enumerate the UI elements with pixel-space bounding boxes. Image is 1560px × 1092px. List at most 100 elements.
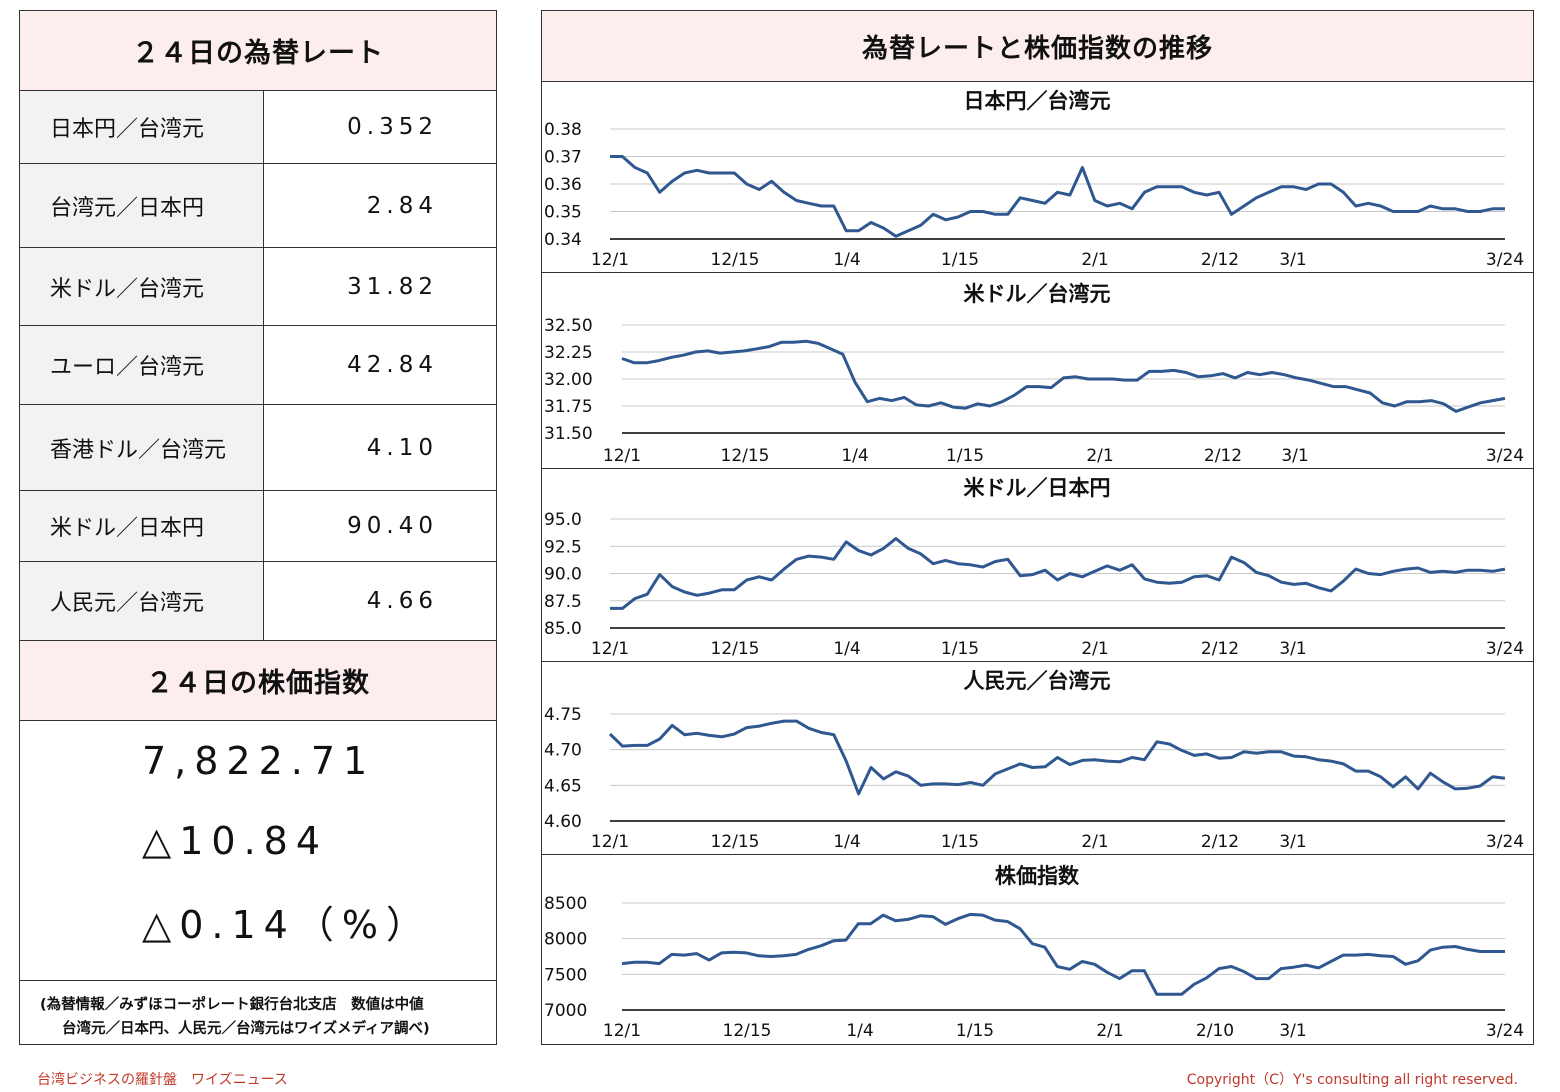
chart-stock-index: 株価指数 8500 8000 7500 7000 12/1 12/15 1/4 1/15 2/1 2… [544, 864, 1524, 1041]
x-tick-label: 12/15 [711, 250, 760, 270]
table-row: ユーロ／台湾元 42.84 [20, 326, 496, 405]
x-tick-label: 1/4 [833, 832, 860, 852]
stock-box: 7,822.71 △10.84 △0.14（%） [20, 721, 496, 981]
x-tick-label: 12/15 [721, 446, 770, 466]
x-tick-label: 3/24 [1486, 250, 1524, 270]
x-tick-label: 2/12 [1204, 446, 1242, 466]
x-tick-label: 2/1 [1081, 832, 1108, 852]
rate-label: 米ドル／日本円 [20, 491, 264, 561]
y-tick-label: 31.50 [544, 424, 593, 444]
x-tick-label: 12/1 [591, 250, 629, 270]
stock-change: △10.84 [142, 819, 329, 863]
series-line [621, 912, 1505, 996]
y-tick-label: 31.75 [544, 397, 593, 417]
chart-panel-cny-twd: 人民元／台湾元 4.75 4.70 4.65 4.60 12/1 12/15 1/4 1/15 2… [542, 662, 1533, 855]
rate-value: 31.82 [347, 273, 438, 300]
note-line: 台湾元／日本円、人民元／台湾元はワイズメディア調べ) [62, 1021, 430, 1037]
rate-label: 香港ドル／台湾元 [20, 405, 264, 490]
rate-value: 4.10 [366, 434, 438, 461]
x-tick-label: 2/12 [1201, 639, 1239, 659]
stock-index: 7,822.71 [142, 739, 376, 783]
x-tick-label: 2/10 [1196, 1021, 1234, 1041]
series-line [610, 537, 1506, 610]
series-line [608, 719, 1506, 796]
rate-value: 0.352 [347, 114, 438, 140]
rate-value: 90.40 [347, 513, 438, 539]
y-tick-label: 85.0 [544, 619, 582, 639]
chart-panel-stock: 株価指数 8500 8000 7500 7000 12/1 12/15 1/4 1/15 2/1 2… [542, 855, 1533, 1044]
y-tick-label: 8500 [544, 894, 587, 914]
x-tick-label: 1/4 [833, 250, 860, 270]
chart-title: 株価指数 [995, 864, 1080, 888]
y-tick-label: 8000 [544, 930, 587, 950]
table-row: 台湾元／日本円 2.84 [20, 164, 496, 248]
x-tick-label: 2/12 [1201, 832, 1239, 852]
table-row: 米ドル／台湾元 31.82 [20, 248, 496, 326]
y-tick-label: 4.70 [544, 741, 582, 761]
chart-usd-twd: 米ドル／台湾元 32.50 32.25 32.00 31.75 31.50 12/1 12/1… [544, 282, 1524, 466]
note-line: (為替情報／みずほコーポレート銀行台北支店 数値は中値 [40, 997, 424, 1013]
x-tick-label: 1/15 [946, 446, 984, 466]
chart-panel-jpy-twd: 日本円／台湾元 0.38 0.37 0.36 0.35 0.34 12/1 12/15 1/4 1… [542, 82, 1533, 273]
chart-title: 人民元／台湾元 [964, 669, 1111, 693]
chart-usd-jpy: 米ドル／日本円 95.0 92.5 90.0 87.5 85.0 12/1 12/15 1/4 1… [544, 476, 1524, 659]
y-tick-label: 0.35 [544, 203, 582, 223]
rate-label: 人民元／台湾元 [20, 562, 264, 640]
stock-change-pct: △0.14（%） [142, 902, 432, 947]
x-tick-label: 2/1 [1081, 639, 1108, 659]
rate-label: ユーロ／台湾元 [20, 326, 264, 404]
summary-panel: ２４日の為替レート 日本円／台湾元 0.352 台湾元／日本円 2.84 米ドル… [19, 10, 497, 1045]
x-tick-label: 3/1 [1279, 639, 1306, 659]
x-tick-label: 2/12 [1201, 250, 1239, 270]
x-tick-label: 3/24 [1486, 446, 1524, 466]
x-tick-label: 3/1 [1279, 832, 1306, 852]
x-tick-label: 3/1 [1281, 446, 1308, 466]
y-tick-label: 4.75 [544, 705, 582, 725]
y-tick-label: 87.5 [544, 592, 582, 612]
x-tick-label: 12/1 [591, 639, 629, 659]
table-row: 米ドル／日本円 90.40 [20, 491, 496, 562]
rates-title: ２４日の為替レート [20, 11, 496, 91]
x-tick-label: 12/1 [603, 1021, 641, 1041]
chart-title: 米ドル／台湾元 [964, 282, 1111, 306]
y-tick-label: 92.5 [544, 537, 582, 557]
table-row: 日本円／台湾元 0.352 [20, 91, 496, 164]
footer-copyright: Copyright（C）Y's consulting all right res… [1186, 1072, 1518, 1088]
y-tick-label: 90.0 [544, 565, 582, 585]
x-tick-label: 2/1 [1096, 1021, 1123, 1041]
x-tick-label: 1/15 [941, 250, 979, 270]
footer-brand: 台湾ビジネスの羅針盤 ワイズニュース [37, 1072, 288, 1088]
x-tick-label: 2/1 [1086, 446, 1113, 466]
rate-value: 2.84 [366, 192, 438, 219]
source-note: (為替情報／みずほコーポレート銀行台北支店 数値は中値 台湾元／日本円、人民元／… [20, 981, 496, 1041]
stock-title: ２４日の株価指数 [20, 641, 496, 721]
rate-value: 4.66 [366, 588, 438, 614]
rate-label: 米ドル／台湾元 [20, 248, 264, 325]
chart-panel-usd-jpy: 米ドル／日本円 95.0 92.5 90.0 87.5 85.0 12/1 12/15 1/4 1… [542, 469, 1533, 662]
x-tick-label: 12/1 [591, 832, 629, 852]
x-tick-label: 12/1 [603, 446, 641, 466]
table-row: 人民元／台湾元 4.66 [20, 562, 496, 640]
x-tick-label: 1/4 [841, 446, 868, 466]
chart-panel-usd-twd: 米ドル／台湾元 32.50 32.25 32.00 31.75 31.50 12/1 12/1… [542, 273, 1533, 469]
y-tick-label: 32.25 [544, 343, 593, 363]
x-tick-label: 12/15 [711, 639, 760, 659]
x-tick-label: 3/1 [1279, 250, 1306, 270]
chart-title: 米ドル／日本円 [964, 476, 1111, 500]
y-tick-label: 0.36 [544, 175, 582, 195]
series-line [610, 155, 1505, 238]
y-tick-label: 0.34 [544, 230, 582, 250]
x-tick-label: 3/24 [1486, 639, 1524, 659]
x-tick-label: 3/24 [1486, 1021, 1524, 1041]
x-tick-label: 3/1 [1279, 1021, 1306, 1041]
x-tick-label: 2/1 [1081, 250, 1108, 270]
y-tick-label: 0.38 [544, 120, 582, 140]
y-tick-label: 4.60 [544, 812, 582, 832]
chart-jpy-twd: 日本円／台湾元 0.38 0.37 0.36 0.35 0.34 12/1 12/15 1/4 1… [544, 89, 1524, 270]
chart-cny-twd: 人民元／台湾元 4.75 4.70 4.65 4.60 12/1 12/15 1/4 1/15 2… [544, 669, 1524, 852]
x-tick-label: 1/15 [941, 832, 979, 852]
rate-label: 日本円／台湾元 [20, 91, 264, 163]
rates-table: 日本円／台湾元 0.352 台湾元／日本円 2.84 米ドル／台湾元 31.82… [20, 91, 496, 641]
y-tick-label: 95.0 [544, 510, 582, 530]
x-tick-label: 3/24 [1486, 832, 1524, 852]
